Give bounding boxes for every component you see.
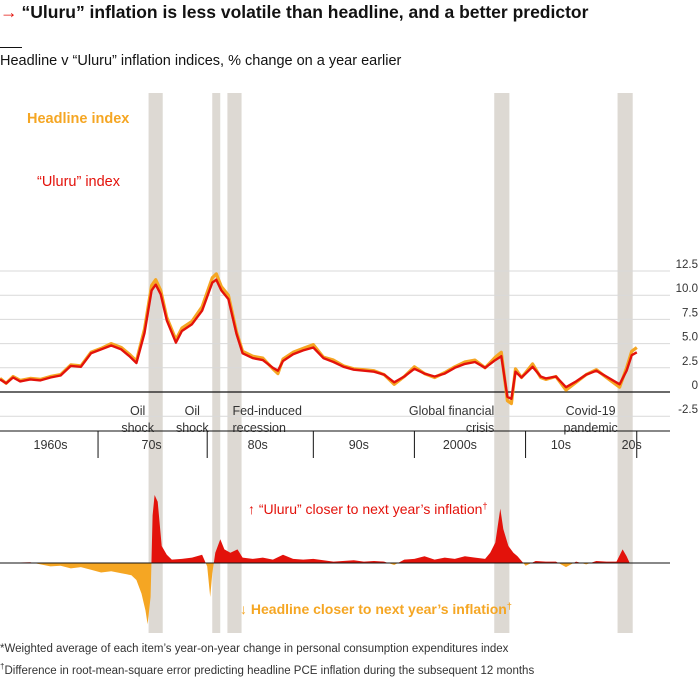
period-label-line: recession [232,421,286,435]
period-label-line: Oil [130,404,145,418]
shaded-band-4 [617,93,633,633]
period-label-line: Fed-induced [232,404,302,418]
decade-label-3: 90s [349,438,369,452]
footnote-2: †Difference in root-mean-square error pr… [0,658,534,680]
decade-label-5: 10s [551,438,571,452]
period-label-line: Global financial [409,404,494,418]
period-label-line: Oil [185,404,200,418]
shaded-band-0 [148,93,163,633]
period-label-1: Oil shock [176,404,209,435]
decade-label-4: 2000s [443,438,477,452]
period-labels: Oil shock Oil shock Fed-induced recession Glob… [121,404,617,435]
period-label-4: Covid-19 pandemic [564,404,618,435]
shaded-band-2 [227,93,242,633]
decade-label-0: 1960s [34,438,68,452]
gridlines [0,270,670,417]
y-tick-label-6: 12.5 [676,259,698,271]
period-label-3: Global financial crisis [409,404,494,435]
y-tick-label-2: 2.5 [682,356,698,368]
shaded-band-1 [212,93,221,633]
series-label-headline: Headline index [27,111,129,127]
footnote-2-text: Difference in root-mean-square error pre… [4,664,535,677]
chart-title: → “Uluru” inflation is less volatile than… [0,2,588,23]
annotation-headline-closer: ↓ Headline closer to next year’s inflati… [240,601,512,617]
decade-label-2: 80s [248,438,268,452]
y-tick-label-4: 7.5 [682,307,698,319]
area-uluru-closer [0,495,630,563]
annotation-up-text: “Uluru” closer to next year’s inflation [259,501,483,517]
annotation-down-text: Headline closer to next year’s inflation [251,601,507,617]
series-lines: Headline index “Uluru” index [0,111,638,406]
rmse-difference-chart [0,495,670,625]
chart-title-text: “Uluru” inflation is less volatile than … [21,2,589,22]
series-line-0 [0,272,638,406]
title-rule [0,47,22,48]
decade-label-1: 70s [142,438,162,452]
y-tick-label-3: 5.0 [682,332,698,344]
period-label-line: Covid-19 [566,404,616,418]
decade-axis: 1960s 70s 80s 90s 2000s 10s 20s [0,430,670,458]
annotation-up-dagger: † [482,501,487,511]
period-label-line: pandemic [564,421,618,435]
shaded-periods [148,93,633,633]
decade-label-6: 20s [622,438,642,452]
y-tick-label-0: -2.5 [678,404,698,416]
annotation-down-arrow: ↓ [240,601,251,617]
series-line-1 [0,278,638,400]
annotation-up-arrow: ↑ [248,501,259,517]
series-label-uluru: “Uluru” index [37,174,121,190]
title-arrow-icon: → [0,2,18,22]
y-axis-labels: -2.5 0 2.5 5.0 7.5 10.0 12.5 [676,259,698,416]
annotation-down-dagger: † [507,601,512,611]
footnotes: *Weighted average of each item’s year-on… [0,640,534,680]
rmse-annotations: ↑ “Uluru” closer to next year’s inflatio… [240,501,512,617]
footnote-1: *Weighted average of each item’s year-on… [0,643,509,655]
y-tick-label-1: 0 [692,380,698,392]
y-tick-label-5: 10.0 [676,283,698,295]
period-label-line: crisis [466,421,494,435]
period-label-2: Fed-induced recession [232,404,302,435]
chart-subtitle: Headline v “Uluru” inflation indices, % … [0,53,402,69]
footnote-2-mark: † [0,662,5,671]
period-label-line: shock [176,421,209,435]
period-label-line: shock [121,421,154,435]
annotation-uluru-closer: ↑ “Uluru” closer to next year’s inflatio… [248,501,487,517]
